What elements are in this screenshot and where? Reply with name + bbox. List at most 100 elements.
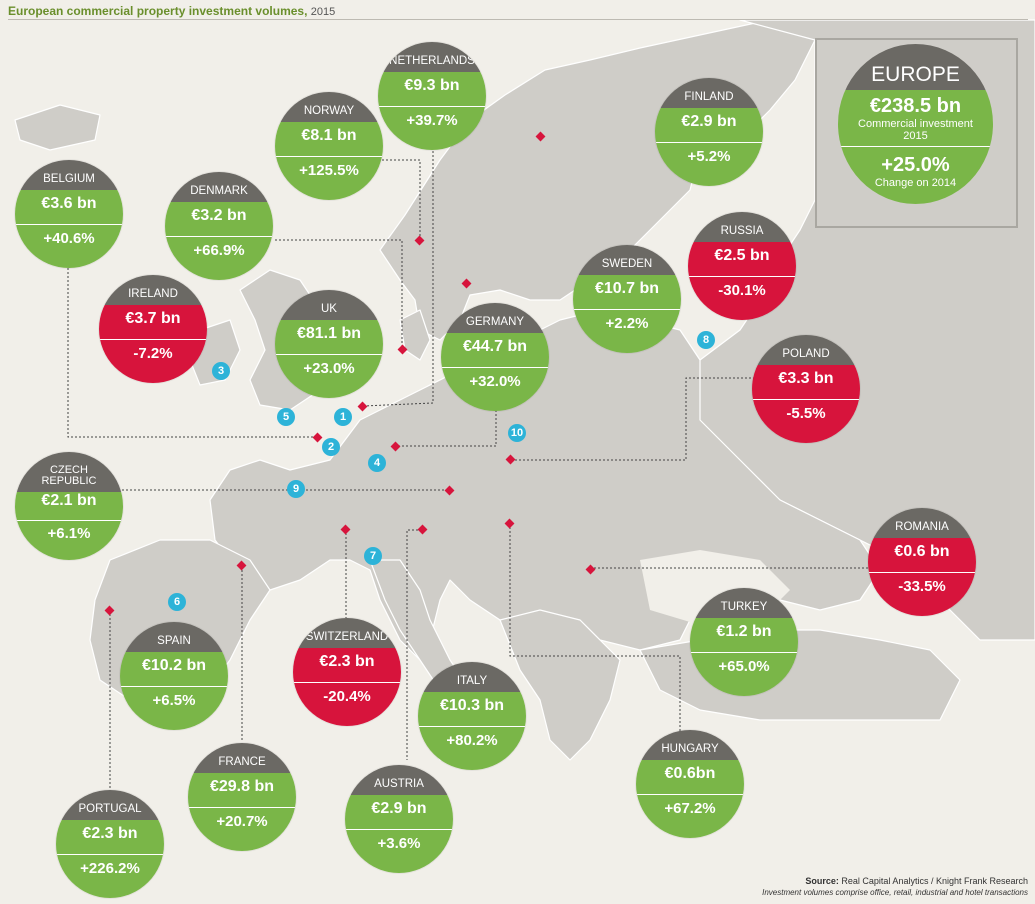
europe-line1: Commercial investment bbox=[858, 118, 973, 130]
country-change: -7.2% bbox=[133, 345, 173, 362]
city-diamond bbox=[535, 131, 546, 142]
city-diamond bbox=[312, 432, 323, 443]
country-body: €2.1 bn +6.1% bbox=[15, 492, 123, 560]
leader-hungary bbox=[509, 523, 681, 748]
country-body: €0.6bn +67.2% bbox=[636, 760, 744, 838]
country-name: NORWAY bbox=[275, 92, 383, 122]
country-value: €3.3 bn bbox=[778, 370, 834, 387]
country-body: €10.3 bn +80.2% bbox=[418, 692, 526, 770]
country-bubble: FRANCE €29.8 bn +20.7% bbox=[188, 743, 296, 851]
country-body: €2.9 bn +3.6% bbox=[345, 795, 453, 873]
city-diamond bbox=[417, 524, 428, 535]
country-bubble: ROMANIA €0.6 bn -33.5% bbox=[868, 508, 976, 616]
country-separator bbox=[293, 682, 401, 683]
country-change: +39.7% bbox=[406, 112, 458, 129]
country-value: €2.5 bn bbox=[714, 247, 770, 264]
country-name: NETHERLANDS bbox=[378, 42, 486, 72]
country-bubble: AUSTRIA €2.9 bn +3.6% bbox=[345, 765, 453, 873]
country-value: €8.1 bn bbox=[301, 127, 357, 144]
country-body: €3.6 bn +40.6% bbox=[15, 190, 123, 268]
city-diamond bbox=[357, 401, 368, 412]
country-value: €10.2 bn bbox=[141, 657, 207, 674]
country-body: €2.3 bn -20.4% bbox=[293, 648, 401, 726]
country-bubble: UK €81.1 bn +23.0% bbox=[275, 290, 383, 398]
leader-denmark bbox=[275, 239, 403, 350]
country-value: €0.6bn bbox=[664, 765, 716, 782]
leader-belgium bbox=[67, 248, 318, 438]
numbered-marker: 2 bbox=[322, 438, 340, 456]
country-value: €2.9 bn bbox=[371, 800, 427, 817]
country-body: €8.1 bn +125.5% bbox=[275, 122, 383, 200]
europe-change: +25.0% bbox=[881, 154, 950, 176]
country-bubble: RUSSIA €2.5 bn -30.1% bbox=[688, 212, 796, 320]
land-balkans bbox=[499, 609, 621, 761]
country-value: €3.6 bn bbox=[41, 195, 97, 212]
country-bubble: NETHERLANDS €9.3 bn +39.7% bbox=[378, 42, 486, 150]
europe-separator bbox=[838, 146, 993, 147]
city-diamond bbox=[414, 235, 425, 246]
numbered-marker: 6 bbox=[168, 593, 186, 611]
country-body: €2.3 bn +226.2% bbox=[56, 820, 164, 898]
country-change: -5.5% bbox=[786, 405, 826, 422]
europe-label: EUROPE bbox=[838, 44, 993, 90]
city-diamond bbox=[504, 518, 515, 529]
country-separator bbox=[345, 829, 453, 830]
country-separator bbox=[275, 156, 383, 157]
country-value: €44.7 bn bbox=[462, 338, 528, 355]
numbered-marker: 8 bbox=[697, 331, 715, 349]
country-change: +6.5% bbox=[152, 692, 196, 709]
country-separator bbox=[573, 309, 681, 310]
land-iceland bbox=[14, 104, 101, 151]
country-change: +65.0% bbox=[718, 658, 770, 675]
country-bubble: GERMANY €44.7 bn +32.0% bbox=[441, 303, 549, 411]
country-body: €29.8 bn +20.7% bbox=[188, 773, 296, 851]
country-name: IRELAND bbox=[99, 275, 207, 305]
country-body: €44.7 bn +32.0% bbox=[441, 333, 549, 411]
source-line: Source: Real Capital Analytics / Knight … bbox=[805, 876, 1028, 886]
country-body: €3.3 bn -5.5% bbox=[752, 365, 860, 443]
city-diamond bbox=[505, 454, 516, 465]
city-diamond bbox=[461, 278, 472, 289]
country-change: +2.2% bbox=[605, 315, 649, 332]
europe-summary-bubble: EUROPE €238.5 bn Commercial investment 2… bbox=[838, 44, 993, 204]
leader-poland bbox=[511, 377, 755, 461]
country-body: €10.2 bn +6.5% bbox=[120, 652, 228, 730]
numbered-marker: 5 bbox=[277, 408, 295, 426]
country-bubble: SPAIN €10.2 bn +6.5% bbox=[120, 622, 228, 730]
country-bubble: FINLAND €2.9 bn +5.2% bbox=[655, 78, 763, 186]
country-change: +40.6% bbox=[43, 230, 95, 247]
country-value: €3.2 bn bbox=[191, 207, 247, 224]
country-name: ROMANIA bbox=[868, 508, 976, 538]
source-label: Source: bbox=[805, 876, 839, 886]
country-separator bbox=[441, 367, 549, 368]
country-value: €2.3 bn bbox=[82, 825, 138, 842]
country-body: €2.5 bn -30.1% bbox=[688, 242, 796, 320]
country-name: FINLAND bbox=[655, 78, 763, 108]
country-change: +125.5% bbox=[299, 162, 359, 179]
country-separator bbox=[636, 794, 744, 795]
country-bubble: SWITZERLAND €2.3 bn -20.4% bbox=[293, 618, 401, 726]
title-rule bbox=[8, 19, 1028, 20]
numbered-marker: 4 bbox=[368, 454, 386, 472]
leader-norway bbox=[382, 159, 421, 240]
country-change: -33.5% bbox=[898, 578, 946, 595]
country-value: €2.1 bn bbox=[41, 492, 97, 509]
country-change: +80.2% bbox=[446, 732, 498, 749]
country-separator bbox=[275, 354, 383, 355]
country-change: +226.2% bbox=[80, 860, 140, 877]
leader-germany bbox=[396, 398, 497, 447]
country-separator bbox=[752, 399, 860, 400]
country-bubble: BELGIUM €3.6 bn +40.6% bbox=[15, 160, 123, 268]
country-name: CZECH REPUBLIC bbox=[15, 452, 123, 492]
country-value: €81.1 bn bbox=[296, 325, 362, 342]
europe-body: €238.5 bn Commercial investment 2015 +25… bbox=[838, 90, 993, 204]
numbered-marker: 9 bbox=[287, 480, 305, 498]
country-bubble: DENMARK €3.2 bn +66.9% bbox=[165, 172, 273, 280]
numbered-marker: 10 bbox=[508, 424, 526, 442]
europe-value: €238.5 bn bbox=[869, 95, 962, 117]
numbered-marker: 1 bbox=[334, 408, 352, 426]
footnote: Investment volumes comprise office, reta… bbox=[762, 888, 1028, 897]
country-body: €81.1 bn +23.0% bbox=[275, 320, 383, 398]
country-value: €1.2 bn bbox=[716, 623, 772, 640]
country-change: +6.1% bbox=[47, 525, 91, 542]
